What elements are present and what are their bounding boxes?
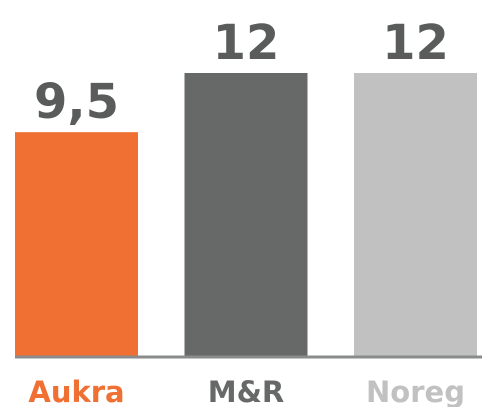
- value-label: 9,5: [34, 74, 119, 130]
- category-label: Aukra: [28, 375, 124, 407]
- category-label: Noreg: [366, 375, 465, 407]
- value-label: 12: [213, 15, 280, 71]
- bar: [354, 73, 477, 357]
- category-label: M&R: [208, 375, 284, 407]
- value-label: 12: [382, 15, 449, 71]
- bar: [15, 132, 138, 357]
- bar: [184, 73, 308, 357]
